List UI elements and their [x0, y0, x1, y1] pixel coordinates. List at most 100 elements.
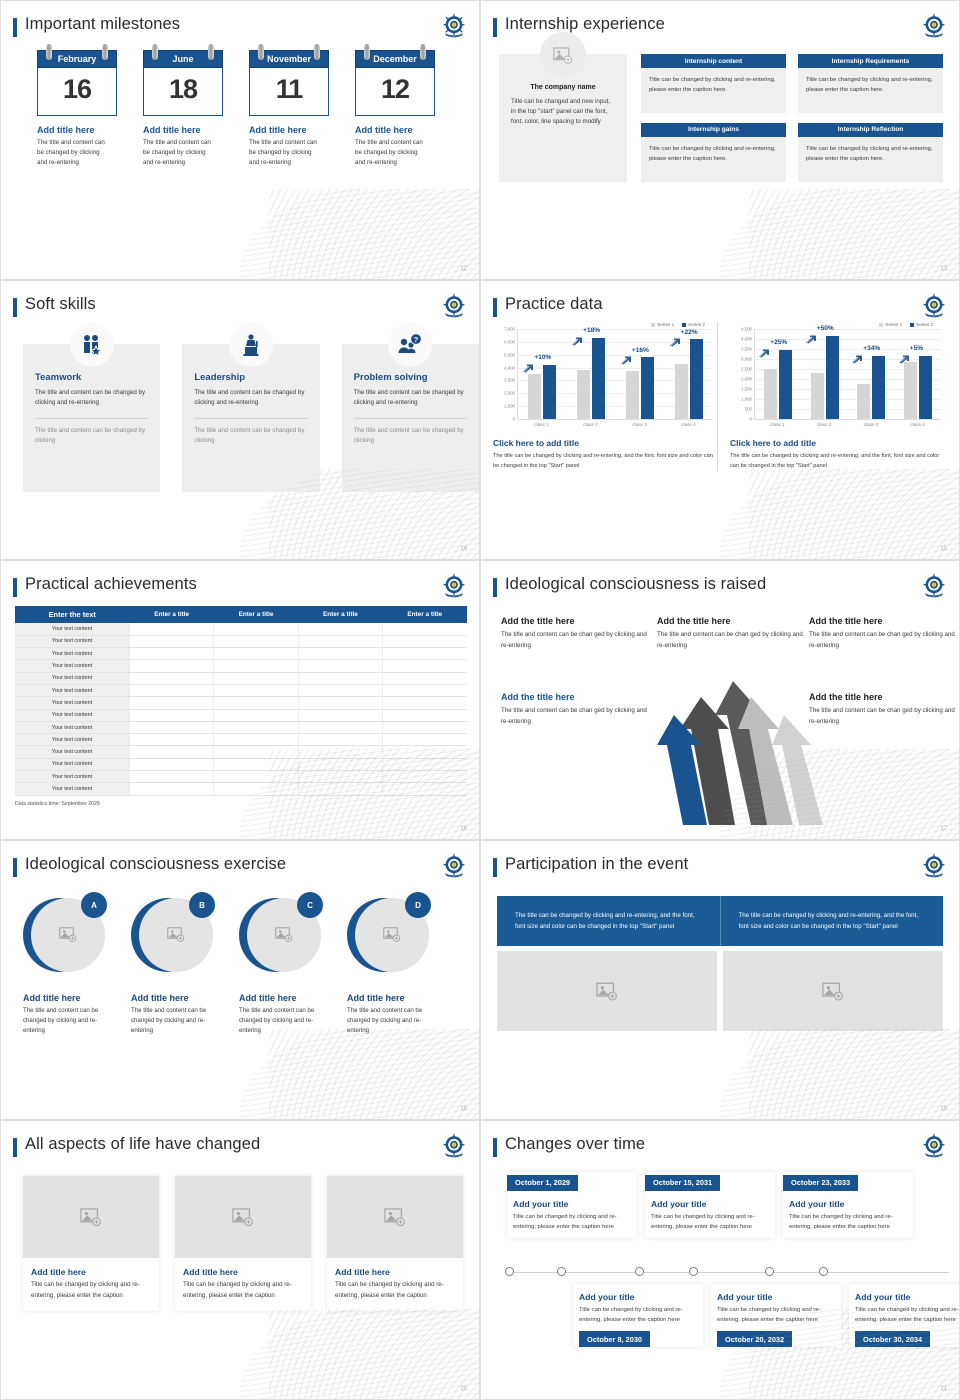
- table-row[interactable]: Your text content: [15, 709, 467, 722]
- table-row[interactable]: Your text content: [15, 623, 467, 636]
- bar-series-2[interactable]: [825, 336, 839, 419]
- table-cell[interactable]: [128, 647, 214, 661]
- table-cell[interactable]: [382, 696, 467, 710]
- table-row[interactable]: Your text content: [15, 721, 467, 735]
- bar-series-2[interactable]: [918, 356, 932, 419]
- bar-series-1[interactable]: [674, 363, 688, 419]
- table-cell[interactable]: Your text content: [15, 659, 130, 673]
- table-cell[interactable]: [297, 696, 383, 710]
- table-cell[interactable]: [297, 709, 383, 722]
- table-cell[interactable]: Your text content: [15, 782, 130, 796]
- table-cell[interactable]: [297, 745, 383, 759]
- image-placeholder[interactable]: [497, 951, 717, 1032]
- exercise-item[interactable]: C Add title here The title and content can…: [239, 892, 323, 1037]
- exercise-item[interactable]: B Add title here The title and content can…: [131, 892, 215, 1037]
- company-image-placeholder[interactable]: [540, 32, 586, 78]
- bar-group[interactable]: +5%: [898, 329, 932, 419]
- table-cell[interactable]: [213, 721, 299, 735]
- bar-series-1[interactable]: [577, 370, 591, 419]
- table-cell[interactable]: [213, 647, 299, 661]
- table-cell[interactable]: [382, 745, 467, 759]
- table-cell[interactable]: [213, 770, 299, 784]
- bar-group[interactable]: +34%: [852, 329, 886, 419]
- bar-group[interactable]: +16%: [620, 329, 654, 419]
- table-row[interactable]: Your text content: [15, 758, 467, 772]
- slide-soft-skills[interactable]: Soft skills Teamwork The title and conte…: [0, 280, 480, 560]
- table-row[interactable]: Your text content: [15, 684, 467, 698]
- milestone-item[interactable]: June 18 Add title here The title and con…: [143, 44, 226, 169]
- table-cell[interactable]: Your text content: [15, 709, 130, 722]
- table-cell[interactable]: [382, 659, 467, 673]
- table-cell[interactable]: [213, 672, 299, 685]
- table-row[interactable]: Your text content: [15, 635, 467, 649]
- image-placeholder[interactable]: [23, 1176, 159, 1258]
- table-cell[interactable]: [297, 770, 383, 784]
- table-cell[interactable]: [382, 647, 467, 661]
- table-cell[interactable]: Your text content: [15, 721, 130, 735]
- table-cell[interactable]: [128, 733, 214, 747]
- table-cell[interactable]: [213, 696, 299, 710]
- timeline-node[interactable]: [765, 1267, 774, 1276]
- table-cell[interactable]: [213, 733, 299, 747]
- table-cell[interactable]: [128, 770, 214, 784]
- timeline-card-bottom[interactable]: Add your title Title can be changed by cl…: [849, 1284, 959, 1348]
- table-column-header[interactable]: Enter the text: [15, 606, 130, 623]
- timeline-card-top[interactable]: October 15, 2031 Add your title Title can …: [645, 1172, 775, 1238]
- table-column-header[interactable]: Enter a title: [213, 606, 299, 623]
- point-block[interactable]: Add the title here The title and content…: [657, 616, 805, 652]
- table-cell[interactable]: [128, 745, 214, 759]
- bar-series-1[interactable]: [810, 373, 824, 419]
- bar-group[interactable]: +50%: [805, 325, 839, 419]
- image-placeholder[interactable]: [327, 1176, 463, 1258]
- table-cell[interactable]: [128, 758, 214, 772]
- bar-series-2[interactable]: [543, 365, 557, 419]
- bar-group[interactable]: +18%: [572, 327, 606, 419]
- table-cell[interactable]: [382, 672, 467, 685]
- bar-series-2[interactable]: [640, 357, 654, 419]
- table-cell[interactable]: [213, 758, 299, 772]
- slide-important-milestones[interactable]: Important milestones February 16 Add tit…: [0, 0, 480, 280]
- point-block[interactable]: Add the title here The title and content…: [809, 692, 957, 728]
- table-cell[interactable]: [297, 733, 383, 747]
- table-cell[interactable]: Your text content: [15, 684, 130, 698]
- bar-series-1[interactable]: [625, 371, 639, 419]
- exercise-item[interactable]: A Add title here The title and content can…: [23, 892, 107, 1037]
- table-cell[interactable]: [297, 623, 383, 636]
- soft-skill-card[interactable]: ? Problem solving The title and content …: [341, 323, 479, 492]
- table-row[interactable]: Your text content: [15, 782, 467, 796]
- slide-practice-data[interactable]: Practice data Series 1 Series 2 0 1,000 2,…: [480, 280, 960, 560]
- slide-participation[interactable]: Participation in the event The title can…: [480, 840, 960, 1120]
- table-cell[interactable]: [213, 709, 299, 722]
- table-cell[interactable]: Your text content: [15, 647, 130, 661]
- timeline-node[interactable]: [557, 1267, 566, 1276]
- slide-all-aspects[interactable]: All aspects of life have changed Add tit…: [0, 1120, 480, 1400]
- table-cell[interactable]: [128, 672, 214, 685]
- table-row[interactable]: Your text content: [15, 770, 467, 784]
- table-row[interactable]: Your text content: [15, 696, 467, 710]
- aspect-card[interactable]: Add title here Title can be changed by cl…: [327, 1176, 463, 1311]
- table-column-header[interactable]: Enter a title: [382, 606, 467, 623]
- internship-card[interactable]: Internship content Title can be changed …: [641, 54, 786, 114]
- table-column-header[interactable]: Enter a title: [129, 606, 214, 623]
- image-placeholder[interactable]: [175, 1176, 311, 1258]
- table-row[interactable]: Your text content: [15, 733, 467, 747]
- table-cell[interactable]: Your text content: [15, 733, 130, 747]
- bar-series-1[interactable]: [764, 369, 778, 419]
- bar-series-1[interactable]: [903, 362, 917, 419]
- table-cell[interactable]: [382, 770, 467, 784]
- bar-series-2[interactable]: [779, 350, 793, 419]
- table-cell[interactable]: [213, 635, 299, 649]
- table-cell[interactable]: [213, 782, 299, 796]
- table-cell[interactable]: [128, 623, 214, 636]
- table-row[interactable]: Your text content: [15, 672, 467, 685]
- slide-changes-over-time[interactable]: Changes over time October 1, 2029 Add you…: [480, 1120, 960, 1400]
- point-block[interactable]: Add the title here The title and content…: [501, 616, 649, 652]
- bar-series-2[interactable]: [592, 338, 606, 419]
- table-cell[interactable]: [297, 647, 383, 661]
- table-cell[interactable]: Your text content: [15, 770, 130, 784]
- table-cell[interactable]: [128, 782, 214, 796]
- bar-series-2[interactable]: [872, 356, 886, 419]
- table-cell[interactable]: [297, 635, 383, 649]
- point-block[interactable]: Add the title here The title and content…: [501, 692, 649, 728]
- table-cell[interactable]: Your text content: [15, 758, 130, 772]
